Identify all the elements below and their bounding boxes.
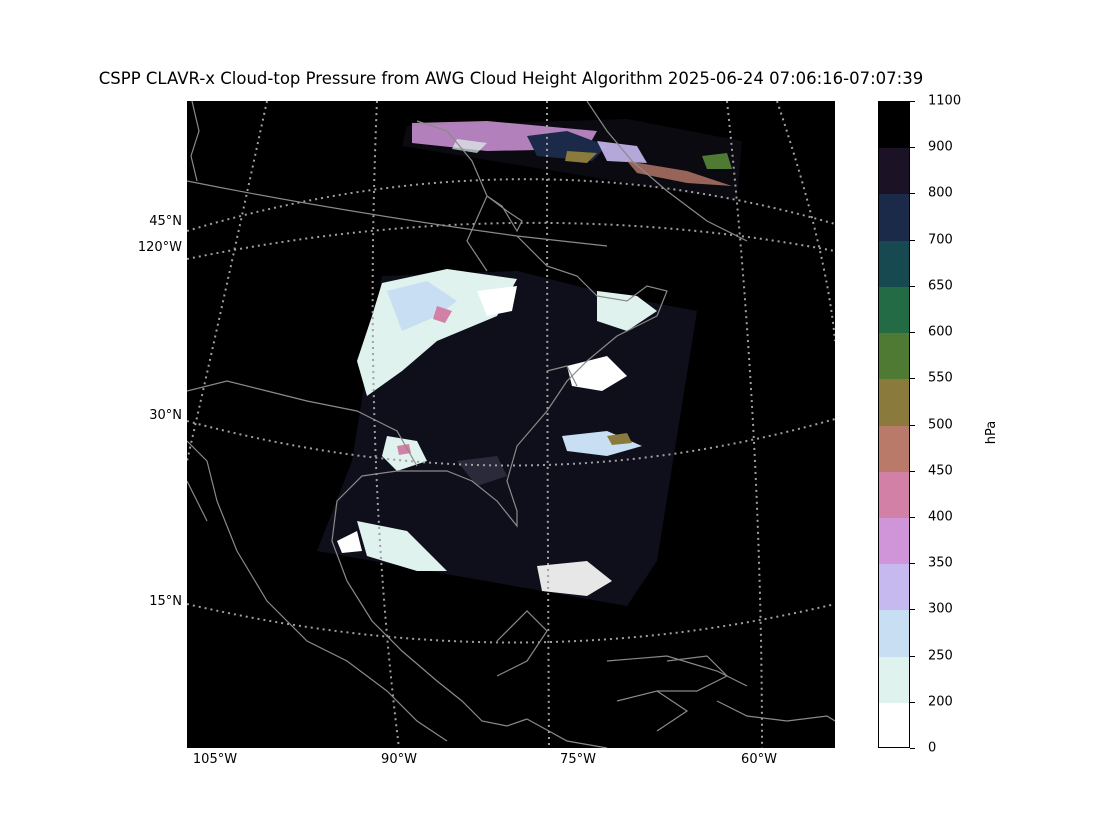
colorbar-tick: [910, 748, 915, 749]
colorbar-tick: [910, 193, 915, 195]
map-svg: [187, 101, 835, 748]
colorbar-segment: [879, 517, 909, 565]
colorbar-tick-label: 650: [928, 278, 953, 294]
colorbar-tick: [910, 424, 915, 426]
graticule-parallels: [187, 178, 835, 644]
colorbar-tick-label: 350: [928, 555, 953, 571]
map-panel[interactable]: [187, 101, 835, 748]
colorbar-tick: [910, 516, 915, 518]
lat-label-15n: 15°N: [149, 594, 182, 609]
colorbar-tick: [910, 101, 915, 102]
lon-label-105w: 105°W: [192, 752, 238, 767]
colorbar-tick: [910, 147, 915, 149]
colorbar-tick-label: 250: [928, 648, 953, 664]
colorbar-tick: [910, 239, 915, 241]
colorbar-segment: [879, 702, 909, 747]
colorbar-tick-label: 400: [928, 509, 953, 525]
colorbar-tick: [910, 332, 915, 334]
colorbar-segment: [879, 610, 909, 658]
colorbar-tick-label: 800: [928, 185, 953, 201]
colorbar-tick-label: 200: [928, 694, 953, 710]
colorbar-segment: [879, 148, 909, 195]
colorbar-tick-label: 1100: [928, 93, 962, 109]
colorbar-tick: [910, 285, 915, 287]
graticule-meridians: [187, 101, 835, 748]
colorbar-segment: [879, 564, 909, 611]
colorbar-tick: [910, 470, 915, 472]
colorbar-tick-label: 900: [928, 139, 953, 155]
colorbar-segment: [879, 240, 909, 288]
colorbar-segment: [879, 471, 909, 519]
colorbar-tick-label: 0: [928, 740, 937, 756]
colorbar-unit-label: hPa: [984, 420, 1000, 445]
colorbar-tick: [910, 378, 915, 380]
colorbar-tick-label: 300: [928, 601, 953, 617]
colorbar-segment: [879, 379, 909, 426]
lat-label-45n: 45°N: [149, 214, 182, 229]
colorbar-segment: [879, 194, 909, 242]
colorbar-segment: [879, 333, 909, 380]
colorbar-tick: [910, 563, 915, 565]
colorbar-segment: [879, 656, 909, 704]
lon-label-60w: 60°W: [741, 752, 777, 767]
colorbar-tick-label: 550: [928, 370, 953, 386]
colorbar-tick: [910, 609, 915, 611]
colorbar-segment: [879, 102, 909, 149]
coastlines: [187, 101, 835, 748]
colorbar-tick: [910, 701, 915, 703]
colorbar-tick-label: 600: [928, 324, 953, 340]
colorbar-tick-label: 500: [928, 417, 953, 432]
lon-label-120w: 120°W: [137, 240, 182, 255]
colorbar-tick: [910, 655, 915, 657]
colorbar-segment: [879, 425, 909, 473]
colorbar-tick-label: 700: [928, 232, 953, 248]
lat-label-30n: 30°N: [149, 408, 182, 423]
colorbar-segment: [879, 286, 909, 334]
main-swath: [317, 269, 697, 606]
colorbar: [878, 101, 910, 748]
lon-label-90w: 90°W: [381, 752, 417, 767]
lon-label-75w: 75°W: [560, 752, 596, 767]
chart-title: CSPP CLAVR-x Cloud-top Pressure from AWG…: [98, 69, 924, 88]
north-swath: [402, 119, 742, 201]
colorbar-tick-label: 450: [928, 463, 953, 479]
